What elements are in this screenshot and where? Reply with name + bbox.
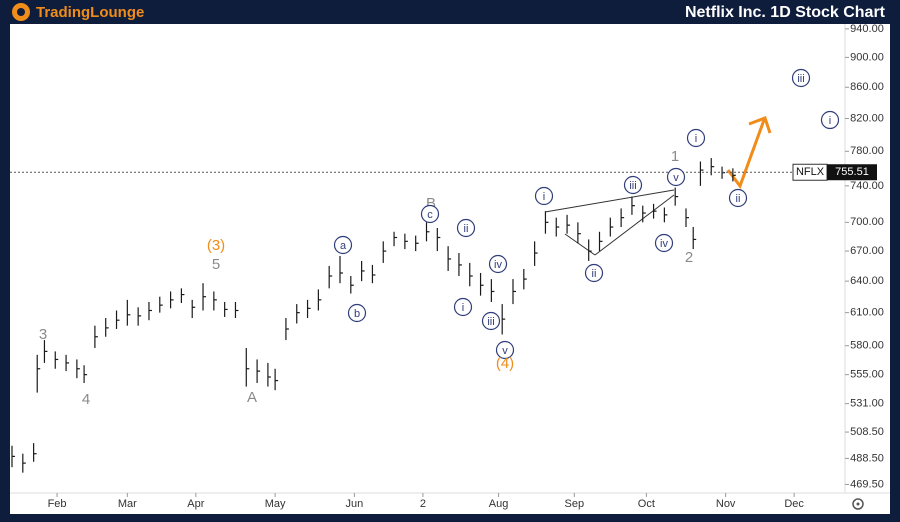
wave-label: v [502, 345, 508, 357]
y-tick-label: 820.00 [850, 112, 884, 124]
y-tick-label: 700.00 [850, 216, 884, 228]
x-tick-label: Jun [346, 498, 364, 510]
x-tick-label: Feb [48, 498, 67, 510]
x-tick-label: May [265, 498, 286, 510]
x-tick-label: Dec [784, 498, 804, 510]
wave-circle [481, 311, 501, 331]
wave-label: iii [629, 180, 636, 192]
x-tick-label: Apr [187, 498, 204, 510]
trend-line [544, 189, 675, 213]
logo-icon [17, 8, 25, 16]
wave-circle [623, 175, 643, 195]
wave-circle [456, 218, 476, 238]
wave-label: 4 [82, 391, 90, 408]
wave-label: ii [592, 268, 597, 280]
wave-circle [820, 110, 840, 130]
wave-circle [420, 204, 440, 224]
wave-label: i [829, 115, 831, 127]
wave-circle [488, 254, 508, 274]
wave-label: v [673, 172, 679, 184]
y-tick-label: 900.00 [850, 51, 884, 63]
y-tick-label: 580.00 [850, 340, 884, 352]
wave-label: ii [464, 223, 469, 235]
trend-line [594, 194, 675, 256]
wave-circle [534, 186, 554, 206]
y-tick-label: 531.00 [850, 398, 884, 410]
plot-bg [10, 24, 890, 514]
y-tick-label: 469.50 [850, 478, 884, 490]
y-tick-label: 488.50 [850, 452, 884, 464]
x-tick-label: 2 [420, 498, 426, 510]
wave-circle [666, 167, 686, 187]
symbol-label: NFLX [796, 166, 825, 178]
wave-label: a [340, 240, 347, 252]
wave-label: (4) [496, 355, 514, 372]
y-tick-label: 780.00 [850, 145, 884, 157]
wave-circle [453, 297, 473, 317]
wave-label: 3 [39, 326, 47, 343]
wave-label: iv [494, 259, 502, 271]
wave-label: c [427, 209, 433, 221]
wave-label: 5 [212, 256, 220, 273]
y-tick-label: 670.00 [850, 245, 884, 257]
wave-label: b [354, 308, 360, 320]
wave-label: 2 [685, 249, 693, 266]
price-label: 755.51 [835, 166, 869, 178]
chart-title: Netflix Inc. 1D Stock Chart [685, 4, 886, 21]
wave-circle [791, 68, 811, 88]
wave-label: i [543, 191, 545, 203]
wave-label: i [695, 133, 697, 145]
wave-label: (3) [207, 237, 225, 254]
wave-circle [686, 128, 706, 148]
wave-circle [333, 235, 353, 255]
projection-arrow [726, 119, 766, 190]
wave-label: iii [487, 316, 494, 328]
settings-icon[interactable] [852, 498, 864, 510]
x-tick-label: Nov [716, 498, 736, 510]
wave-circle [584, 263, 604, 283]
wave-circle [728, 188, 748, 208]
y-tick-label: 860.00 [850, 81, 884, 93]
wave-label: iii [797, 73, 804, 85]
y-tick-label: 640.00 [850, 275, 884, 287]
wave-label: A [247, 389, 257, 406]
wave-circle [347, 303, 367, 323]
x-tick-label: Sep [564, 498, 584, 510]
wave-label: iv [660, 238, 668, 250]
x-tick-label: Mar [118, 498, 137, 510]
wave-circle [495, 340, 515, 360]
wave-circle [654, 233, 674, 253]
y-tick-label: 610.00 [850, 307, 884, 319]
x-tick-label: Aug [489, 498, 509, 510]
x-tick-label: Oct [638, 498, 655, 510]
projection-arrow [748, 116, 772, 134]
wave-label: 1 [671, 148, 679, 165]
wave-label: ii [736, 193, 741, 205]
y-tick-label: 555.00 [850, 369, 884, 381]
wave-label: B [426, 195, 436, 212]
y-tick-label: 940.00 [850, 23, 884, 35]
y-tick-label: 508.50 [850, 426, 884, 438]
price-box [827, 164, 877, 181]
logo: TradingLounge [36, 4, 144, 21]
y-tick-label: 740.00 [850, 180, 884, 192]
wave-label: i [462, 302, 464, 314]
